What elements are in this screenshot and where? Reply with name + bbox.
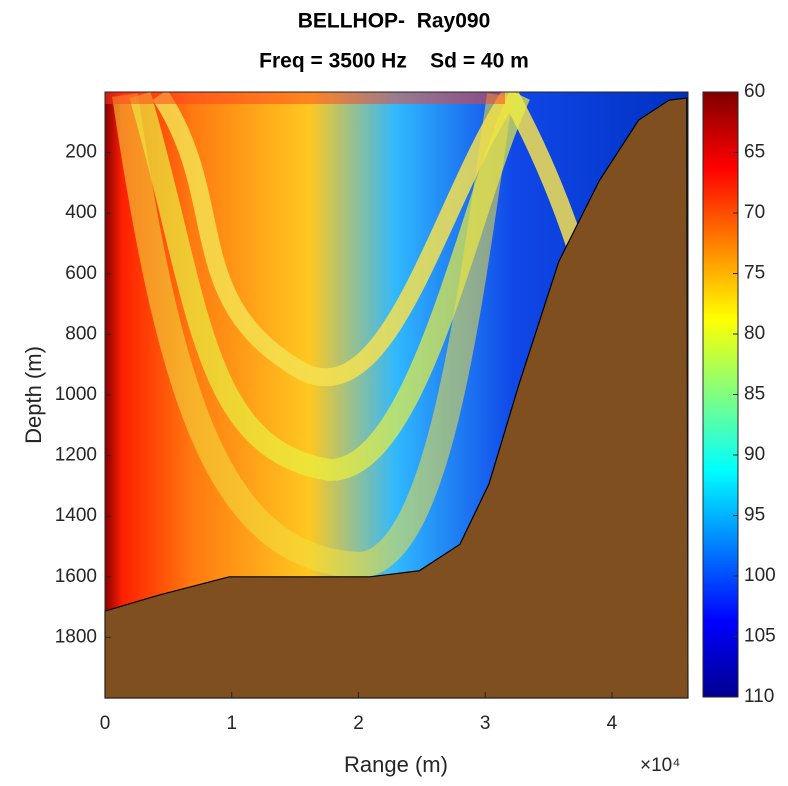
y-tick-label: 1800 <box>55 626 97 647</box>
colorbar-tick-label: 80 <box>744 323 765 344</box>
colorbar-tick-label: 65 <box>744 142 765 163</box>
colorbar-tick-label: 85 <box>744 384 765 405</box>
x-tick-label: 0 <box>100 713 111 734</box>
plot-area <box>104 97 689 699</box>
x-tick-label: 4 <box>607 713 618 734</box>
chart-title: BELLHOP- Ray090 <box>298 10 491 33</box>
colorbar-tick-label: 110 <box>744 686 774 707</box>
colorbar-tick-label: 105 <box>744 626 776 647</box>
x-tick-label: 2 <box>353 713 364 734</box>
x-tick-label: 1 <box>226 713 237 734</box>
y-tick-label: 1600 <box>55 566 97 587</box>
y-tick-label: 200 <box>65 142 97 163</box>
colorbar-tick-label: 75 <box>744 263 765 284</box>
y-tick-label: 400 <box>65 202 97 223</box>
x-axis-label: Range (m) <box>344 752 448 777</box>
colorbar-tick-label: 90 <box>744 444 765 465</box>
chart-subtitle: Freq = 3500 Hz Sd = 40 m <box>259 50 529 73</box>
y-tick-label: 1400 <box>55 505 97 526</box>
y-tick-label: 800 <box>65 323 97 344</box>
x-multiplier: ×10⁴ <box>640 755 680 776</box>
colorbar <box>702 91 739 698</box>
colorbar-tick-label: 100 <box>744 565 776 586</box>
y-tick-label: 600 <box>65 263 97 284</box>
y-axis-label: Depth (m) <box>21 346 46 444</box>
colorbar-tick-label: 60 <box>744 81 765 102</box>
x-tick-label: 3 <box>480 713 491 734</box>
seabed <box>104 97 689 699</box>
colorbar-tick-label: 70 <box>744 202 765 223</box>
y-tick-label: 1200 <box>55 445 97 466</box>
y-tick-label: 1000 <box>55 384 97 405</box>
colorbar-tick-label: 95 <box>744 505 765 526</box>
